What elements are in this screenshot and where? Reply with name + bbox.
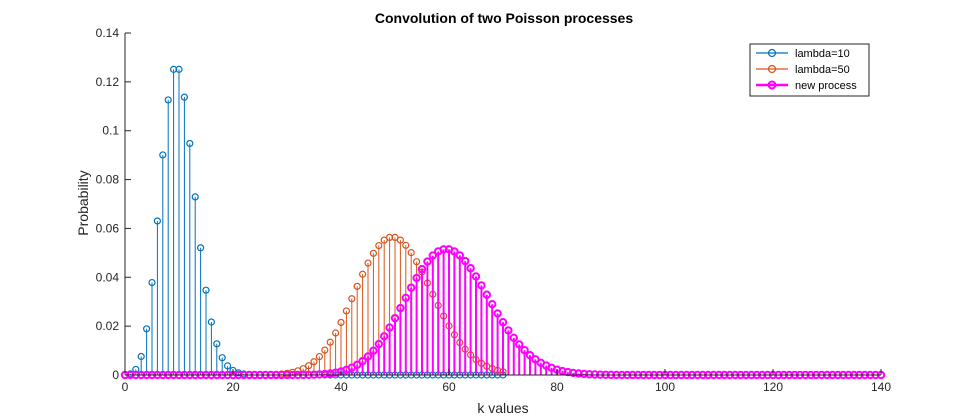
stem-marker <box>170 65 178 73</box>
stem-marker <box>515 340 524 349</box>
y-tick-label: 0.14 <box>96 26 120 40</box>
stem-marker <box>385 323 394 332</box>
stem-marker <box>380 236 388 244</box>
stem-marker <box>369 346 378 355</box>
stem-marker <box>412 273 421 283</box>
stem-marker <box>224 362 232 370</box>
stem-marker <box>137 352 145 361</box>
x-tick-label: 100 <box>655 380 675 394</box>
stem-marker <box>407 249 415 257</box>
stem-marker <box>175 65 183 73</box>
stem-marker <box>450 247 459 256</box>
stem-marker <box>461 256 470 266</box>
legend: lambda=10 lambda=50 new process <box>749 43 870 97</box>
x-axis-label: k values <box>477 400 528 416</box>
stem-marker <box>153 217 161 225</box>
stem-marker <box>363 352 373 361</box>
stem-marker <box>417 264 427 274</box>
stem-marker <box>374 339 383 349</box>
stem-marker <box>401 293 410 303</box>
stem-marker <box>396 236 404 244</box>
stem-marker <box>310 358 318 366</box>
stem-marker <box>390 313 400 323</box>
stem-marker <box>321 346 329 354</box>
stem-marker <box>369 249 377 257</box>
stem-marker <box>143 325 151 333</box>
stem-marker <box>525 350 535 360</box>
stem-marker <box>364 259 372 267</box>
stem-marker <box>396 303 405 313</box>
legend-label: new process <box>795 80 857 92</box>
stem-marker <box>375 241 383 250</box>
stem-marker <box>380 332 389 341</box>
stem-marker <box>332 329 340 337</box>
x-tick-label: 80 <box>550 380 564 394</box>
stem-marker <box>315 352 323 361</box>
stem-marker <box>455 251 464 260</box>
stem-marker <box>413 258 421 266</box>
stem-marker <box>509 333 518 343</box>
stem-marker <box>498 318 508 327</box>
stem-marker <box>202 286 210 294</box>
stem-marker <box>337 318 345 327</box>
x-tick-label: 0 <box>122 380 129 394</box>
legend-label: lambda=50 <box>795 64 850 76</box>
stem-marker <box>326 338 334 346</box>
y-tick-label: 0.02 <box>96 319 120 333</box>
stem-marker <box>391 233 399 242</box>
x-tick-label: 120 <box>763 380 783 394</box>
stem-marker <box>213 340 221 348</box>
stem-marker <box>197 244 205 252</box>
stem-marker <box>423 257 432 266</box>
y-axis-label: Probability <box>75 170 91 235</box>
stem-marker <box>520 346 529 355</box>
y-tick-label: 0.08 <box>96 173 120 187</box>
stem-marker <box>348 295 356 303</box>
stem-marker <box>305 362 313 370</box>
x-tick-label: 60 <box>442 380 456 394</box>
y-tick-label: 0.1 <box>102 124 119 138</box>
legend-swatch-marker <box>767 80 777 90</box>
stem-marker <box>504 326 513 335</box>
y-tick-label: 0.12 <box>96 75 120 89</box>
x-tick-label: 20 <box>226 380 240 394</box>
axes: 0 20 40 60 80 100 120 140 0 0.02 0.04 0.06 0.08 0.1 0.… <box>96 26 892 394</box>
stem-marker <box>488 299 497 309</box>
stem-marker <box>482 290 491 299</box>
legend-swatch-marker <box>767 48 777 58</box>
legend-entry: lambda=10 <box>756 48 850 60</box>
y-tick-label: 0.06 <box>96 221 120 235</box>
x-tick-label: 140 <box>871 380 891 394</box>
stem-marker <box>428 251 437 260</box>
stem-marker <box>148 278 156 287</box>
stem-marker <box>353 360 362 369</box>
stem-marker <box>493 309 502 318</box>
stem-marker <box>386 233 394 242</box>
legend-swatch-marker <box>767 64 777 74</box>
y-tick-label: 0.04 <box>96 270 120 284</box>
legend-entry: lambda=50 <box>756 64 850 76</box>
stem-marker <box>207 318 215 326</box>
stem-marker <box>407 283 416 292</box>
stem-marker <box>342 307 350 315</box>
stem-marker <box>353 282 361 290</box>
stem-marker <box>358 356 367 366</box>
stem-marker <box>180 93 188 101</box>
legend-entry: new process <box>756 80 857 92</box>
stem-marker <box>402 241 410 249</box>
chart-title: Convolution of two Poisson processes <box>375 10 633 26</box>
stem-marker <box>186 139 194 148</box>
stem-marker <box>359 270 367 278</box>
stem-marker <box>471 272 481 281</box>
y-tick-label: 0 <box>112 368 119 382</box>
x-tick-label: 40 <box>334 380 348 394</box>
stem-marker <box>191 193 199 201</box>
stem-marker <box>466 264 475 273</box>
stem-marker <box>477 281 486 290</box>
stem-marker <box>218 354 226 362</box>
stem-marker <box>164 96 172 104</box>
legend-label: lambda=10 <box>795 48 850 60</box>
stem-marker <box>159 151 167 159</box>
